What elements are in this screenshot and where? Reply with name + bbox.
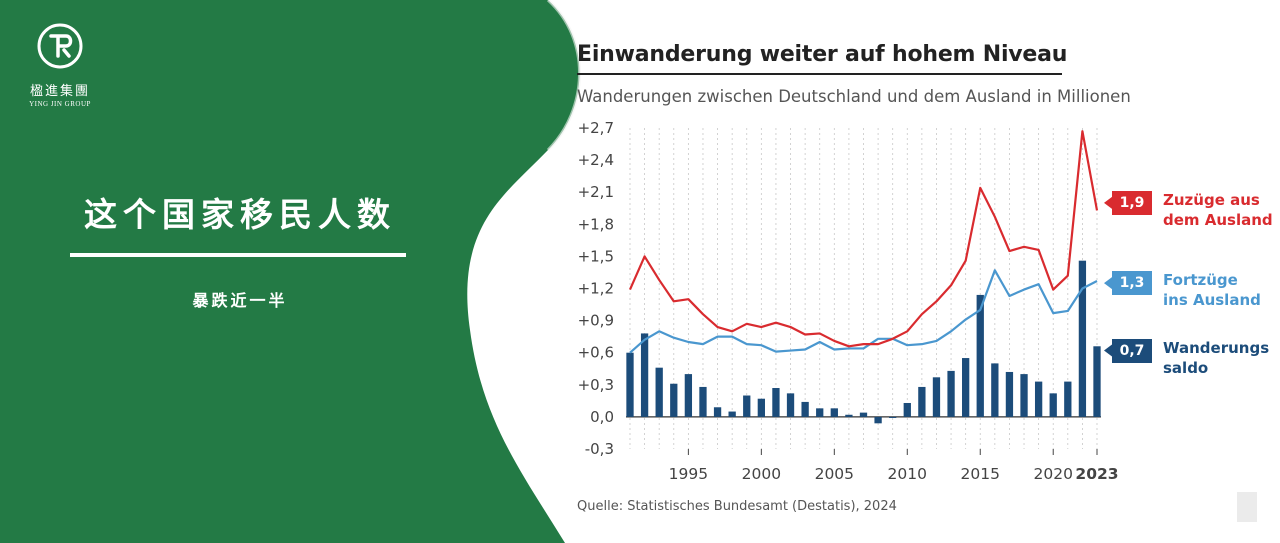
saldo-bar bbox=[1005, 371, 1014, 417]
saldo-bar bbox=[816, 408, 824, 417]
legend-zuzuege-line1: Zuzüge aus bbox=[1163, 190, 1260, 209]
saldo-bar bbox=[786, 393, 795, 417]
x-tick-label: 2023 bbox=[1075, 465, 1118, 483]
headline-title: 这个国家移民人数 bbox=[84, 195, 396, 234]
watermark-block bbox=[1237, 492, 1257, 522]
saldo-bar bbox=[1049, 393, 1057, 417]
x-tick-label: 2005 bbox=[815, 465, 854, 483]
badge-pointer bbox=[1104, 277, 1112, 290]
y-tick-label: -0,3 bbox=[585, 440, 614, 458]
legend-zuzuege: Zuzüge aus dem Ausland bbox=[1163, 190, 1273, 230]
y-tick-label: +2,1 bbox=[578, 183, 614, 201]
legend-saldo-line2: saldo bbox=[1163, 358, 1209, 377]
saldo-bar bbox=[991, 363, 999, 417]
x-tick-label: 2010 bbox=[888, 465, 927, 483]
y-tick-label: +0,9 bbox=[578, 312, 614, 330]
y-tick-label: +1,2 bbox=[578, 280, 614, 298]
saldo-bar bbox=[626, 352, 634, 417]
saldo-bar bbox=[801, 401, 809, 417]
saldo-bar bbox=[918, 386, 926, 417]
legend-saldo-line1: Wanderungs bbox=[1163, 338, 1270, 357]
zuzuege-line bbox=[628, 130, 1099, 348]
saldo-bar bbox=[845, 414, 853, 417]
saldo-bar bbox=[874, 416, 882, 424]
saldo-bar bbox=[1020, 374, 1028, 417]
saldo-bar bbox=[713, 407, 722, 417]
saldo-bar bbox=[655, 367, 663, 417]
saldo-bar bbox=[976, 294, 984, 417]
legend-fortzuege-line1: Fortzüge bbox=[1163, 271, 1238, 290]
chart-source: Quelle: Statistisches Bundesamt (Destati… bbox=[577, 499, 897, 514]
saldo-bar bbox=[859, 412, 868, 417]
zuzuege-end-badge: 1,9 bbox=[1112, 190, 1152, 215]
badge-pointer bbox=[1104, 344, 1112, 357]
saldo-bar bbox=[1034, 381, 1043, 417]
fortzuege-line bbox=[629, 269, 1098, 354]
chart-title-underline bbox=[577, 73, 1062, 75]
saldo-bar bbox=[757, 398, 765, 417]
saldo-end-badge: 0,7 bbox=[1112, 338, 1152, 363]
saldo-bar bbox=[743, 395, 751, 417]
x-tick-label: 2020 bbox=[1033, 465, 1072, 483]
saldo-bar bbox=[670, 383, 678, 417]
legend-saldo: Wanderungs saldo bbox=[1163, 338, 1269, 378]
headline-divider bbox=[70, 253, 406, 257]
brand-subtitle: YING JIN GROUP bbox=[29, 100, 91, 108]
x-tick-label: 1995 bbox=[669, 465, 708, 483]
saldo-bar bbox=[699, 386, 707, 417]
fortzuege-end-badge: 1,3 bbox=[1112, 271, 1152, 296]
y-tick-label: +1,5 bbox=[578, 247, 614, 265]
saldo-bar bbox=[962, 358, 970, 417]
chart-subtitle: Wanderungen zwischen Deutschland und dem… bbox=[577, 87, 1131, 106]
legend-fortzuege: Fortzüge ins Ausland bbox=[1163, 270, 1261, 310]
saldo-bar bbox=[830, 408, 838, 417]
circular-logo-icon bbox=[37, 23, 83, 69]
brand-name: 楹進集團 bbox=[29, 84, 90, 99]
x-tick-label: 2000 bbox=[742, 465, 781, 483]
brand-block: 楹進集團 YING JIN GROUP bbox=[18, 22, 102, 108]
legend-zuzuege-line2: dem Ausland bbox=[1163, 210, 1273, 229]
x-tick-label: 2015 bbox=[961, 465, 1000, 483]
saldo-bar bbox=[728, 411, 736, 417]
headline-subtitle: 暴跌近一半 bbox=[192, 291, 288, 310]
saldo-bar bbox=[640, 333, 649, 417]
y-tick-label: +0,6 bbox=[578, 344, 614, 362]
saldo-bar bbox=[684, 374, 693, 417]
saldo-bar bbox=[932, 377, 941, 417]
chart-title: Einwanderung weiter auf hohem Niveau bbox=[577, 42, 1068, 67]
saldo-bar bbox=[903, 402, 911, 417]
saldo-bar bbox=[1064, 381, 1072, 417]
legend-fortzuege-line2: ins Ausland bbox=[1163, 291, 1261, 310]
saldo-bar bbox=[1078, 260, 1087, 417]
y-tick-label: +2,4 bbox=[578, 151, 614, 169]
y-tick-label: +0,3 bbox=[578, 376, 614, 394]
saldo-bar bbox=[772, 388, 780, 417]
saldo-bar bbox=[889, 416, 897, 418]
y-tick-label: +1,8 bbox=[578, 215, 614, 233]
saldo-bar bbox=[1093, 346, 1101, 417]
badge-pointer bbox=[1104, 196, 1112, 209]
saldo-bar bbox=[947, 370, 955, 417]
y-tick-label: 0,0 bbox=[590, 408, 614, 426]
y-tick-label: +2,7 bbox=[578, 119, 614, 137]
